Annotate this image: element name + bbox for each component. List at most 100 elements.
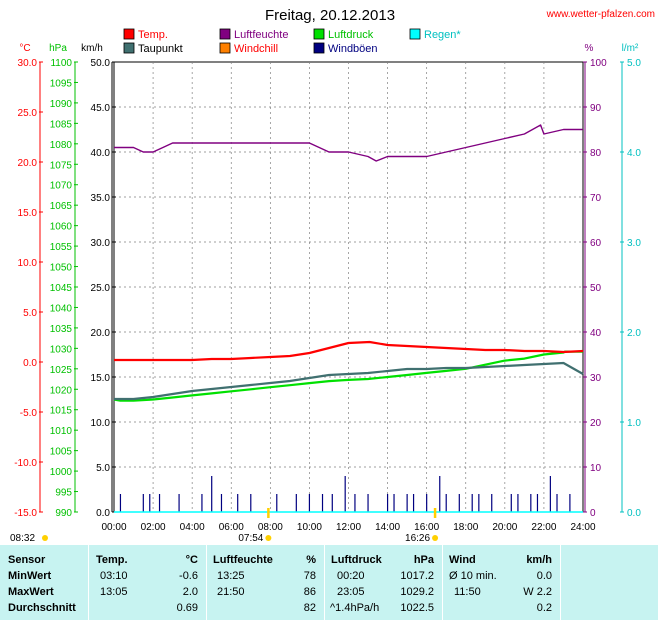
- x-tick-label: 16:00: [414, 522, 439, 533]
- y-axes: °C 30.0 25.0 20.0 15.0 10.0 5.0 0.0 -5.0 -10.0 -15…: [14, 43, 641, 519]
- wind-value: 0.2: [536, 602, 552, 614]
- tick-label-percent: 40: [590, 328, 602, 339]
- tick-label-percent: 60: [590, 238, 602, 249]
- tick-label-hpa: 1060: [50, 222, 73, 233]
- legend-label: Windchill: [234, 43, 278, 55]
- table-header-row: Sensor Temp. °C Luftfeuchte % Luftdruck …: [0, 553, 658, 567]
- temp-value: 0.69: [176, 602, 198, 614]
- tick-label-hpa: 1020: [50, 385, 73, 396]
- tick-label-kmh: 25.0: [91, 283, 111, 294]
- legend: Temp. Luftfeuchte Luftdruck Regen* Taupunkt W…: [123, 28, 461, 55]
- x-tick-label: 14:00: [375, 522, 400, 533]
- day-length-label: 08:32: [10, 533, 35, 544]
- tick-label-percent: 100: [590, 58, 607, 69]
- sun-icon: [432, 535, 439, 541]
- tick-label-kmh: 45.0: [91, 103, 111, 114]
- humidity-value: 82: [303, 602, 316, 614]
- axis-label-kmh: km/h: [81, 43, 103, 54]
- axis-label-celsius: °C: [19, 43, 30, 54]
- tick-label-hpa: 1075: [50, 160, 73, 171]
- tick-label-hpa: 1095: [50, 78, 73, 89]
- table-row: MinWert 03:10 -0.6 13:25 78 00:20 1017.2…: [0, 569, 658, 583]
- tick-label-kmh: 10.0: [91, 418, 111, 429]
- tick-label-rain: 3.0: [627, 238, 641, 249]
- wind-time: 11:50: [454, 586, 481, 598]
- pressure-time: 23:05: [337, 586, 365, 598]
- row-label: MaxWert: [8, 586, 54, 598]
- tick-label-celsius: -15.0: [14, 508, 37, 519]
- tick-label-celsius: 0.0: [23, 358, 37, 369]
- header-pressure: Luftdruck: [331, 554, 382, 566]
- tick-label-hpa: 1000: [50, 467, 73, 478]
- x-tick-label: 00:00: [101, 522, 126, 533]
- temp-value: -0.6: [179, 570, 198, 582]
- legend-label: Windböen: [328, 43, 378, 55]
- table-divider: [206, 545, 207, 620]
- tick-label-hpa: 995: [55, 488, 72, 499]
- weather-chart: Freitag, 20.12.2013 www.wetter-pfalzen.c…: [10, 7, 655, 544]
- legend-label: Taupunkt: [138, 43, 183, 55]
- table-divider: [324, 545, 325, 620]
- tick-label-hpa: 1005: [50, 447, 73, 458]
- tick-label-kmh: 30.0: [91, 238, 111, 249]
- x-tick-label: 02:00: [141, 522, 166, 533]
- tick-label-celsius: 15.0: [18, 208, 38, 219]
- humidity-value: 78: [303, 570, 316, 582]
- series-line-taupunkt: [114, 361, 584, 401]
- tick-label-hpa: 1045: [50, 283, 73, 294]
- sun-icon: [42, 535, 48, 541]
- row-label: Durchschnitt: [8, 602, 76, 614]
- tick-label-percent: 90: [590, 103, 602, 114]
- x-tick-label: 24:00: [570, 522, 595, 533]
- legend-swatch: [219, 28, 231, 40]
- tick-label-hpa: 1090: [50, 99, 73, 110]
- series-line-temp: [114, 340, 584, 362]
- tick-label-hpa: 1035: [50, 324, 73, 335]
- series-line-luftdruck: [113, 350, 583, 402]
- tick-label-kmh: 35.0: [91, 193, 111, 204]
- series-group: [113, 124, 584, 513]
- wind-value: W 2.2: [523, 586, 552, 598]
- tick-label-celsius: 25.0: [18, 108, 38, 119]
- legend-label: Temp.: [138, 29, 168, 41]
- site-link[interactable]: www.wetter-pfalzen.com: [546, 9, 655, 20]
- tick-label-hpa: 1015: [50, 406, 73, 417]
- table-row: Durchschnitt 0.69 82 ^1.4hPa/h 1022.5 0.…: [0, 601, 658, 615]
- header-pressure-unit: hPa: [413, 554, 434, 566]
- tick-label-celsius: 30.0: [18, 58, 38, 69]
- sun-time-label: 16:26: [405, 533, 430, 544]
- temp-time: 03:10: [100, 570, 128, 582]
- legend-swatch: [123, 28, 135, 40]
- tick-label-celsius: 5.0: [23, 308, 37, 319]
- legend-swatch: [219, 42, 231, 54]
- header-sensor: Sensor: [8, 554, 46, 566]
- tick-label-percent: 0: [590, 508, 596, 519]
- tick-label-rain: 0.0: [627, 508, 641, 519]
- tick-label-kmh: 5.0: [96, 463, 110, 474]
- chart-title: Freitag, 20.12.2013: [265, 7, 395, 24]
- axis-label-percent: %: [585, 43, 594, 54]
- tick-label-celsius: -5.0: [20, 408, 38, 419]
- header-humidity-unit: %: [306, 554, 316, 566]
- wind-time: Ø 10 min.: [449, 570, 497, 582]
- humidity-time: 13:25: [217, 570, 245, 582]
- table-divider: [88, 545, 89, 620]
- legend-swatch: [409, 28, 421, 40]
- header-wind-unit: km/h: [526, 554, 552, 566]
- tick-label-rain: 4.0: [627, 148, 641, 159]
- tick-label-hpa: 1085: [50, 119, 73, 130]
- legend-label: Luftdruck: [328, 29, 374, 41]
- statistics-table: Sensor Temp. °C Luftfeuchte % Luftdruck …: [0, 545, 658, 620]
- sun-markers: 07:54 16:26 08:32: [10, 508, 439, 544]
- x-axis: 00:00 02:00 04:00 06:00 08:00 10:00 12:00 14:00…: [101, 522, 595, 533]
- legend-label: Luftfeuchte: [234, 29, 288, 41]
- tick-label-hpa: 1080: [50, 140, 73, 151]
- pressure-value: 1029.2: [400, 586, 434, 598]
- pressure-trend: ^1.4hPa/h: [330, 602, 380, 614]
- sun-time-label: 07:54: [238, 533, 263, 544]
- tick-label-celsius: 10.0: [18, 258, 38, 269]
- header-humidity: Luftfeuchte: [213, 554, 273, 566]
- axis-label-hpa: hPa: [49, 43, 67, 54]
- series-line-luftfeuchte: [114, 124, 583, 162]
- tick-label-hpa: 1025: [50, 365, 73, 376]
